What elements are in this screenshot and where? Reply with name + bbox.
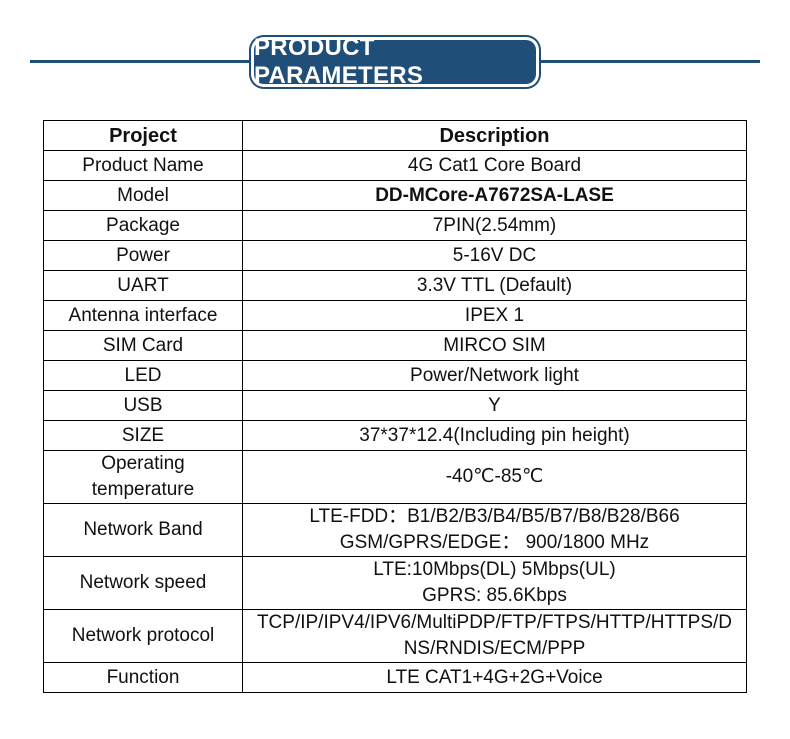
table-row: USB Y: [43, 390, 747, 421]
cell-project: Antenna interface: [43, 300, 243, 331]
cell-project: Power: [43, 240, 243, 271]
cell-project: Network protocol: [43, 609, 243, 663]
cell-project: Model: [43, 180, 243, 211]
cell-project-line: temperature: [91, 479, 195, 500]
cell-description: IPEX 1: [242, 300, 747, 331]
cell-description: TCP/IP/IPV4/IPV6/MultiPDP/FTP/FTPS/HTTP/…: [242, 609, 747, 663]
table-row: SIZE 37*37*12.4(Including pin height): [43, 420, 747, 451]
cell-description: 4G Cat1 Core Board: [242, 150, 747, 181]
cell-description: Y: [242, 390, 747, 421]
table-row: Network protocol TCP/IP/IPV4/IPV6/MultiP…: [43, 609, 747, 663]
header-rule-left: [30, 60, 258, 63]
table-header-row: Project Description: [43, 120, 747, 151]
cell-description: LTE:10Mbps(DL) 5Mbps(UL) GPRS: 85.6Kbps: [242, 556, 747, 610]
cell-project: Function: [43, 662, 243, 693]
cell-description-line: TCP/IP/IPV4/IPV6/MultiPDP/FTP/FTPS/HTTP/…: [256, 612, 733, 633]
cell-description-line: NS/RNDIS/ECM/PPP: [403, 638, 586, 659]
cell-project: USB: [43, 390, 243, 421]
column-header-project: Project: [43, 120, 243, 151]
parameters-table: Project Description Product Name 4G Cat1…: [43, 120, 747, 693]
cell-project: Network speed: [43, 556, 243, 610]
cell-description: DD-MCore-A7672SA-LASE: [242, 180, 747, 211]
cell-project: LED: [43, 360, 243, 391]
cell-project-line: Operating: [101, 453, 185, 474]
cell-description: 5-16V DC: [242, 240, 747, 271]
page-title: PRODUCT PARAMETERS: [254, 34, 424, 89]
cell-description: 7PIN(2.54mm): [242, 210, 747, 241]
cell-project: SIZE: [43, 420, 243, 451]
cell-project: Product Name: [43, 150, 243, 181]
table-row: Function LTE CAT1+4G+2G+Voice: [43, 662, 747, 693]
header-banner: PRODUCT PARAMETERS: [254, 34, 536, 89]
cell-description-line: GPRS: 85.6Kbps: [422, 585, 567, 606]
cell-description: LTE CAT1+4G+2G+Voice: [242, 662, 747, 693]
cell-project: Network Band: [43, 503, 243, 557]
table-row: Antenna interface IPEX 1: [43, 300, 747, 331]
cell-description: 37*37*12.4(Including pin height): [242, 420, 747, 451]
cell-description: 3.3V TTL (Default): [242, 270, 747, 301]
cell-project: SIM Card: [43, 330, 243, 361]
cell-description: LTE-FDD：B1/B2/B3/B4/B5/B7/B8/B28/B66 GSM…: [242, 503, 747, 557]
table-row: Network speed LTE:10Mbps(DL) 5Mbps(UL) G…: [43, 556, 747, 610]
table-row: Network Band LTE-FDD：B1/B2/B3/B4/B5/B7/B…: [43, 503, 747, 557]
table-row: Model DD-MCore-A7672SA-LASE: [43, 180, 747, 211]
cell-project: Package: [43, 210, 243, 241]
column-header-description: Description: [242, 120, 747, 151]
cell-description: Power/Network light: [242, 360, 747, 391]
table-row: SIM Card MIRCO SIM: [43, 330, 747, 361]
cell-description: -40℃-85℃: [242, 450, 747, 504]
table-row: Product Name 4G Cat1 Core Board: [43, 150, 747, 181]
table-row: UART 3.3V TTL (Default): [43, 270, 747, 301]
header-rule-right: [532, 60, 760, 63]
cell-description: MIRCO SIM: [242, 330, 747, 361]
cell-description-line: GSM/GPRS/EDGE： 900/1800 MHz: [339, 532, 650, 553]
table-row: Package 7PIN(2.54mm): [43, 210, 747, 241]
table-row: Power 5-16V DC: [43, 240, 747, 271]
cell-description-line: LTE-FDD：B1/B2/B3/B4/B5/B7/B8/B28/B66: [309, 506, 680, 527]
cell-description-line: LTE:10Mbps(DL) 5Mbps(UL): [373, 559, 616, 580]
cell-project: UART: [43, 270, 243, 301]
cell-project: Operating temperature: [43, 450, 243, 504]
table-row: LED Power/Network light: [43, 360, 747, 391]
table-row: Operating temperature -40℃-85℃: [43, 450, 747, 504]
